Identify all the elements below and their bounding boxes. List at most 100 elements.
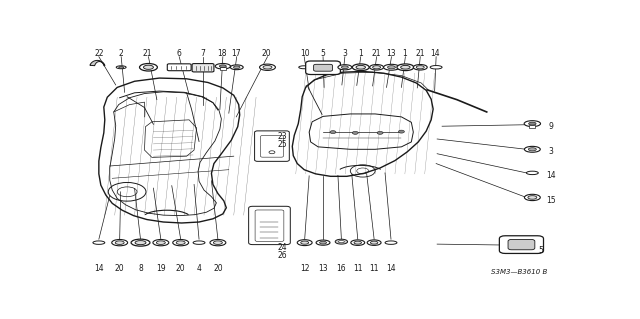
Ellipse shape: [354, 241, 362, 244]
Ellipse shape: [263, 65, 272, 69]
Ellipse shape: [140, 63, 157, 71]
Ellipse shape: [397, 64, 414, 70]
Ellipse shape: [234, 66, 240, 69]
Ellipse shape: [370, 64, 383, 70]
Ellipse shape: [297, 240, 312, 246]
Bar: [529, 125, 535, 128]
Text: 14: 14: [94, 264, 104, 273]
Circle shape: [330, 131, 336, 134]
Ellipse shape: [156, 241, 165, 244]
Text: 26: 26: [278, 251, 287, 260]
Text: 18: 18: [218, 49, 227, 58]
Ellipse shape: [524, 121, 541, 127]
Ellipse shape: [527, 171, 538, 174]
Ellipse shape: [416, 66, 424, 69]
Ellipse shape: [220, 65, 227, 68]
Text: 15: 15: [547, 196, 556, 205]
FancyBboxPatch shape: [314, 64, 332, 71]
Text: 14: 14: [430, 49, 440, 58]
Ellipse shape: [93, 241, 105, 244]
Text: 3: 3: [548, 147, 554, 156]
Text: 13: 13: [318, 264, 328, 273]
Ellipse shape: [367, 240, 381, 245]
Ellipse shape: [176, 241, 185, 244]
Ellipse shape: [116, 66, 126, 69]
Circle shape: [399, 130, 404, 133]
Text: 3: 3: [342, 49, 347, 58]
Ellipse shape: [529, 122, 536, 125]
Text: 16: 16: [337, 264, 346, 273]
Text: 11: 11: [369, 264, 379, 273]
Ellipse shape: [135, 241, 146, 245]
Text: 1: 1: [403, 49, 407, 58]
Bar: [220, 67, 226, 70]
Text: 7: 7: [200, 49, 205, 58]
Ellipse shape: [215, 63, 230, 69]
Ellipse shape: [213, 241, 222, 244]
Text: 1: 1: [358, 49, 363, 58]
Text: 20: 20: [115, 264, 125, 273]
Text: 14: 14: [386, 264, 396, 273]
Ellipse shape: [401, 65, 410, 69]
Ellipse shape: [143, 65, 154, 69]
FancyBboxPatch shape: [167, 64, 191, 71]
Ellipse shape: [153, 240, 169, 246]
FancyBboxPatch shape: [192, 63, 214, 72]
Ellipse shape: [193, 241, 205, 244]
Text: 14: 14: [547, 171, 556, 180]
Text: 25: 25: [278, 140, 287, 149]
Text: 24: 24: [278, 243, 287, 252]
Text: 12: 12: [300, 264, 309, 273]
Ellipse shape: [371, 241, 378, 244]
Text: 20: 20: [213, 264, 223, 273]
Text: 2: 2: [119, 49, 124, 58]
Text: 20: 20: [176, 264, 186, 273]
Ellipse shape: [385, 241, 397, 244]
Ellipse shape: [413, 64, 428, 70]
Text: 4: 4: [196, 264, 202, 273]
Text: 9: 9: [548, 122, 554, 131]
Ellipse shape: [131, 239, 150, 246]
Text: 10: 10: [300, 49, 310, 58]
Text: 17: 17: [232, 49, 241, 58]
Ellipse shape: [383, 64, 399, 70]
Ellipse shape: [524, 146, 540, 152]
Text: 21: 21: [142, 49, 152, 58]
Polygon shape: [90, 60, 105, 66]
Ellipse shape: [524, 194, 540, 201]
Ellipse shape: [338, 65, 352, 70]
Circle shape: [377, 131, 383, 134]
Ellipse shape: [341, 66, 348, 69]
Circle shape: [352, 131, 358, 134]
Ellipse shape: [316, 240, 330, 245]
Text: 5: 5: [539, 246, 544, 255]
Ellipse shape: [356, 65, 365, 69]
FancyBboxPatch shape: [508, 240, 535, 250]
Ellipse shape: [529, 148, 536, 151]
Text: 21: 21: [415, 49, 424, 58]
Text: 20: 20: [261, 49, 271, 58]
Text: 5: 5: [321, 49, 326, 58]
Ellipse shape: [351, 240, 365, 245]
Ellipse shape: [230, 65, 243, 70]
Text: S3M3—B3610 B: S3M3—B3610 B: [491, 269, 547, 275]
Text: 23: 23: [278, 132, 287, 141]
Ellipse shape: [301, 241, 308, 244]
Text: 13: 13: [386, 49, 396, 58]
Ellipse shape: [138, 242, 143, 244]
Text: 11: 11: [353, 264, 362, 273]
FancyBboxPatch shape: [306, 61, 340, 75]
Ellipse shape: [372, 66, 381, 69]
Ellipse shape: [528, 196, 537, 199]
Ellipse shape: [299, 66, 310, 69]
Ellipse shape: [260, 64, 275, 70]
Ellipse shape: [118, 67, 124, 68]
Ellipse shape: [352, 64, 369, 70]
Ellipse shape: [115, 241, 124, 244]
Text: 8: 8: [138, 264, 143, 273]
Ellipse shape: [388, 66, 396, 69]
Text: 19: 19: [156, 264, 166, 273]
Ellipse shape: [335, 239, 348, 244]
Text: 6: 6: [177, 49, 182, 58]
Ellipse shape: [112, 240, 127, 246]
